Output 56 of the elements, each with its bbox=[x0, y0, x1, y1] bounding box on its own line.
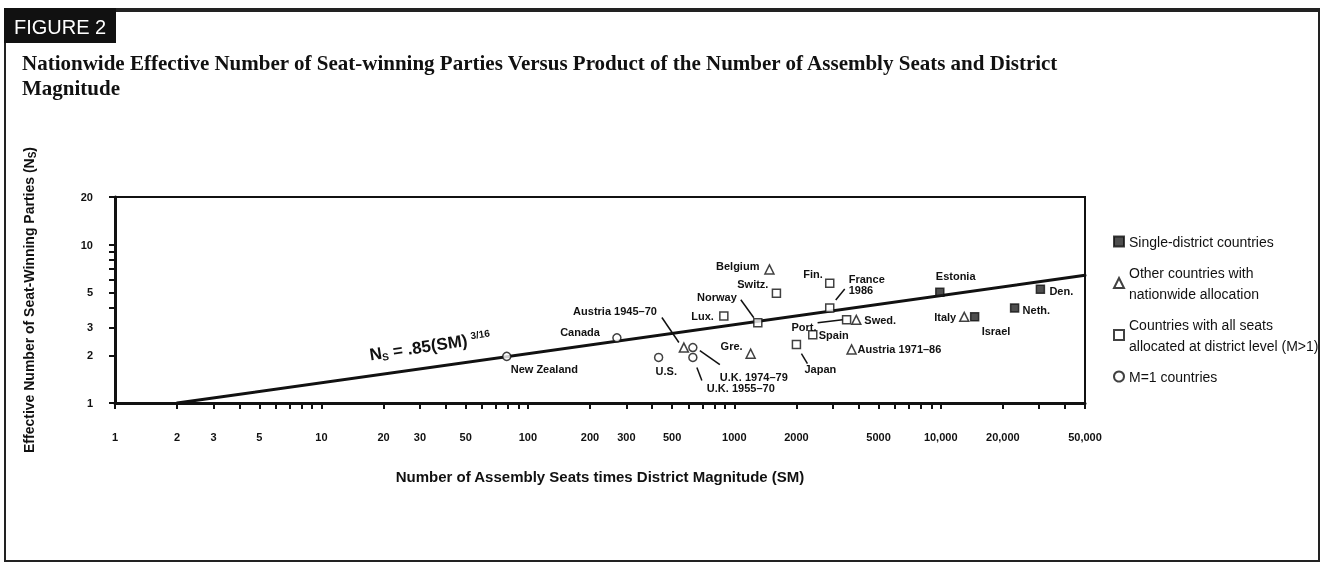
legend-label: Other countries with nationwide allocation bbox=[1129, 264, 1259, 302]
annotation: U.S. bbox=[655, 365, 678, 378]
x-tick-label: 200 bbox=[580, 430, 600, 443]
x-tick-label: 300 bbox=[617, 430, 636, 443]
x-tick-label: 20,000 bbox=[986, 430, 1020, 443]
annotation: Neth. bbox=[1022, 304, 1051, 317]
y-axis-title: Effective Number of Seat-Winning Parties (NS) bbox=[21, 146, 38, 454]
annotation: Den. bbox=[1049, 285, 1074, 298]
annotation: Austria 1945–70 bbox=[573, 304, 657, 317]
y-tick-label: 3 bbox=[86, 321, 93, 334]
y-tick-label: 1 bbox=[86, 397, 93, 409]
annotation: Estonia bbox=[935, 270, 977, 283]
y-tick-label: 10 bbox=[80, 238, 93, 251]
chart-title: Nationwide Effective Number of Seat-winning Parties Versus Product of the Number of Assembly Seats and District Magnitude bbox=[22, 51, 1059, 101]
x-tick-label: 5 bbox=[256, 430, 263, 443]
x-tick-label: 2000 bbox=[784, 430, 809, 443]
x-tick-label: 50 bbox=[459, 430, 472, 443]
x-tick-label: 10,000 bbox=[923, 430, 958, 443]
annotation: U.K. 1974–79 bbox=[719, 370, 788, 383]
annotation: Italy bbox=[934, 310, 958, 323]
annotation: Norway bbox=[697, 290, 738, 303]
annotation: Israel bbox=[981, 324, 1011, 337]
annotation: Fin. bbox=[803, 268, 823, 281]
caption: FIGURE 2 bbox=[4, 8, 117, 43]
x-tick-label: 1000 bbox=[722, 430, 747, 443]
annotation: New Zealand bbox=[510, 363, 578, 376]
annotation: Lux. bbox=[691, 309, 714, 322]
x-tick-label: 10 bbox=[315, 430, 328, 443]
x-tick-label: 1 bbox=[111, 430, 119, 443]
annotation: Gre. bbox=[720, 339, 743, 352]
annotation: NS = .85(SM)3/16 bbox=[368, 327, 492, 365]
legend-label: Single-district countries bbox=[1129, 233, 1274, 250]
annotation: Swed. bbox=[864, 313, 897, 326]
annotation: Japan bbox=[804, 362, 837, 375]
y-tick-label: 5 bbox=[86, 286, 93, 299]
y-tick-label: 20 bbox=[80, 191, 93, 203]
y-tick-label: 2 bbox=[86, 349, 93, 362]
x-tick-label: 50,000 bbox=[1068, 430, 1102, 443]
annotation: Canada bbox=[560, 325, 601, 338]
legend-label: M=1 countries bbox=[1129, 368, 1218, 385]
x-tick-label: 20 bbox=[377, 430, 390, 443]
x-tick-label: 500 bbox=[662, 430, 682, 443]
x-tick-label: 2 bbox=[174, 430, 181, 443]
x-tick-label: 100 bbox=[518, 430, 538, 443]
annotation: France 1986 bbox=[848, 272, 888, 296]
annotation: U.K. 1955–70 bbox=[706, 382, 775, 395]
annotation: Belgium bbox=[716, 260, 760, 273]
legend-label: Countries with all seats allocated at district level (M>1) bbox=[1129, 316, 1319, 354]
x-tick-label: 30 bbox=[413, 430, 427, 443]
x-tick-label: 5000 bbox=[866, 430, 891, 443]
x-axis-title: Number of Assembly Seats times District Magnitude (SM) bbox=[395, 468, 805, 485]
annotation: Port. bbox=[791, 320, 817, 333]
annotation: Switz. bbox=[737, 278, 769, 291]
x-tick-label: 3 bbox=[210, 430, 217, 443]
annotation: Austria 1971–86 bbox=[857, 343, 942, 356]
annotation: Spain bbox=[818, 328, 849, 341]
